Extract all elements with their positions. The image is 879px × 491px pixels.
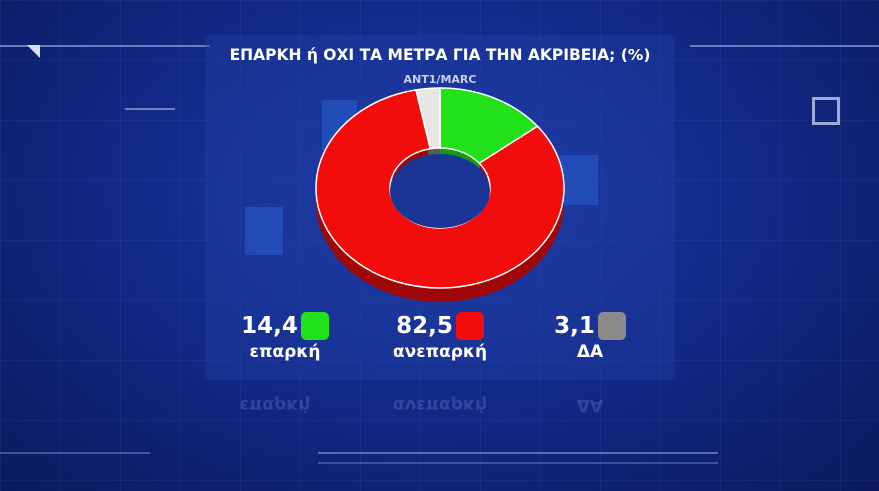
- value-label: 3,1: [554, 313, 595, 339]
- slice-ΔΑ: [415, 87, 441, 150]
- grey-swatch: [597, 312, 626, 340]
- red-swatch: [455, 312, 484, 340]
- decor-line: [0, 45, 210, 47]
- legend-label: ανεπαρκή: [392, 342, 488, 362]
- decor-line: [125, 108, 175, 110]
- chart-title: ΕΠΑΡΚΗ ή ΟΧΙ ΤΑ ΜΕΤΡΑ ΓΙΑ ΤΗΝ ΑΚΡΙΒΕΙΑ; …: [229, 46, 651, 64]
- legend-label: επαρκή: [249, 342, 321, 362]
- decor-block: [560, 155, 598, 205]
- value-label: 82,5: [396, 313, 453, 339]
- decor-block: [245, 207, 283, 255]
- legend-reflection: ΔΑ: [576, 395, 604, 415]
- legend-item-adequate: 14,4 επαρκή: [225, 312, 345, 362]
- value-label: 14,4: [241, 313, 298, 339]
- decor-line: [690, 45, 879, 47]
- legend-reflection: επαρκή: [239, 395, 311, 415]
- legend-item-inadequate: 82,5 ανεπαρκή: [375, 312, 505, 362]
- decor-line: [0, 452, 150, 454]
- square-outline-icon: [812, 97, 840, 125]
- legend-label: ΔΑ: [576, 342, 604, 362]
- legend-item-dk: 3,1 ΔΑ: [540, 312, 640, 362]
- slice-επαρκή: [439, 87, 539, 165]
- chart-source: ANT1/MARC: [403, 73, 477, 86]
- green-swatch: [300, 312, 329, 340]
- legend-reflection: ανεπαρκή: [392, 395, 488, 415]
- corner-triangle-icon: [27, 45, 40, 58]
- donut-hole: [390, 154, 490, 228]
- decor-line: [318, 452, 718, 454]
- decor-line: [318, 462, 718, 464]
